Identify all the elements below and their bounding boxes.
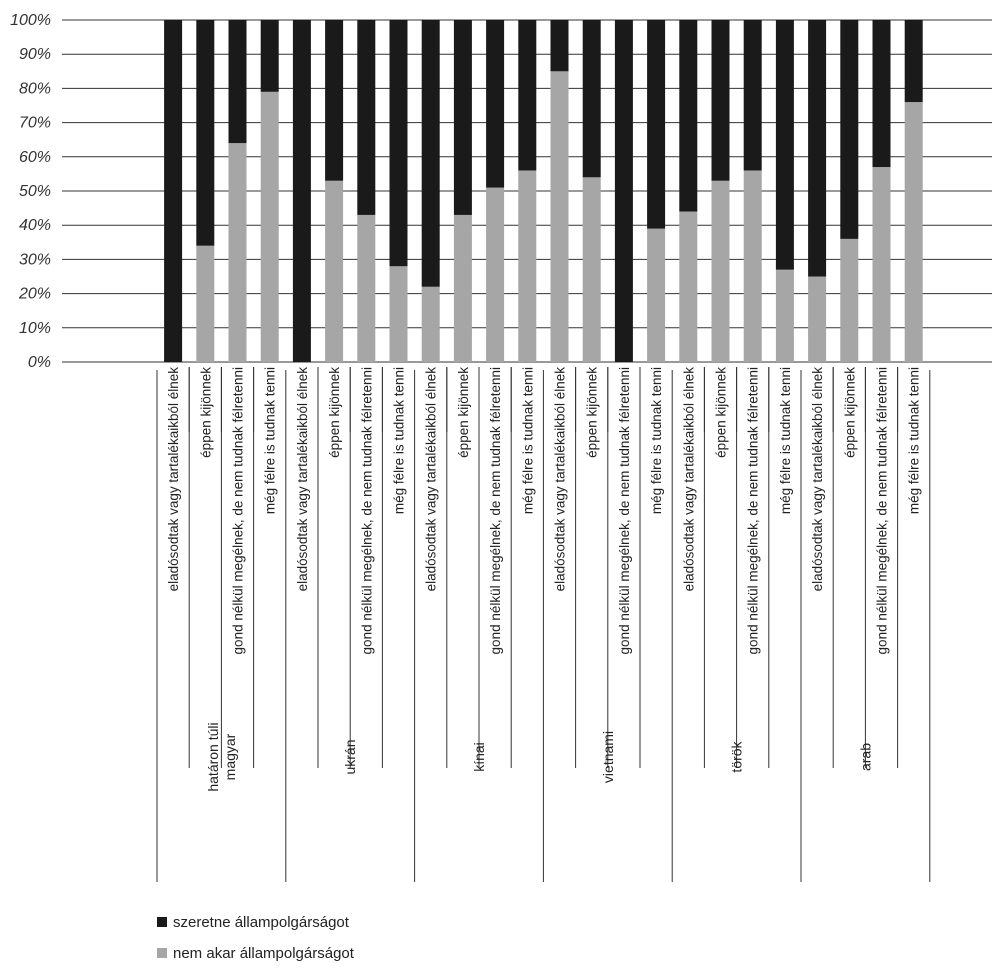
x-category-label: gond nélkül megélnek, de nem tudnak félr…: [875, 367, 890, 654]
bar-segment-szeretne: [164, 20, 183, 362]
bars: [164, 20, 923, 363]
bar-segment-nem-akar: [840, 238, 859, 362]
bar-segment-szeretne: [421, 20, 440, 287]
bar-segment-szeretne: [904, 20, 923, 103]
y-tick-label: 70%: [19, 115, 51, 132]
x-category-label: még félre is tudnak tenni: [263, 367, 278, 514]
bar-segment-nem-akar: [647, 228, 666, 362]
x-category-label: eladósodtak vagy tartalékaikból élnek: [166, 367, 181, 592]
bar-segment-szeretne: [550, 20, 569, 72]
x-category-label: eladósodtak vagy tartalékaikból élnek: [424, 367, 439, 592]
bar-segment-nem-akar: [228, 143, 247, 362]
legend: szeretne állampolgárságot nem akar államp…: [157, 914, 355, 962]
legend-label: nem akar állampolgárságot: [173, 945, 355, 962]
group-label: vietnami: [600, 731, 616, 783]
bar-segment-nem-akar: [808, 276, 827, 362]
y-tick-label: 60%: [19, 149, 51, 166]
group-label: határon túli: [205, 722, 221, 791]
bar-segment-nem-akar: [421, 286, 440, 362]
y-tick-label: 20%: [18, 286, 51, 303]
bar-segment-szeretne: [840, 20, 859, 239]
bar-segment-szeretne: [292, 20, 311, 362]
bar-segment-szeretne: [389, 20, 408, 267]
y-axis-ticks: 0% 10% 20% 30% 40% 50% 60% 70% 80% 90% 100%: [10, 12, 51, 371]
bar-segment-nem-akar: [775, 269, 794, 362]
bar-segment-nem-akar: [743, 170, 762, 362]
bar-segment-szeretne: [325, 20, 344, 181]
x-category-label: eladósodtak vagy tartalékaikból élnek: [553, 367, 568, 592]
bar-segment-nem-akar: [453, 214, 472, 362]
x-category-label: gond nélkül megélnek, de nem tudnak félr…: [231, 367, 246, 654]
y-tick-label: 30%: [19, 251, 51, 268]
bar-segment-szeretne: [260, 20, 279, 92]
y-tick-label: 100%: [10, 12, 51, 29]
bar-segment-szeretne: [647, 20, 666, 229]
y-tick-label: 80%: [19, 80, 51, 97]
bar-segment-nem-akar: [550, 71, 569, 363]
x-category-label: még félre is tudnak tenni: [778, 367, 793, 514]
bar-segment-szeretne: [872, 20, 891, 168]
x-category-label: gond nélkül megélnek, de nem tudnak félr…: [488, 367, 503, 654]
bar-segment-szeretne: [743, 20, 762, 171]
bar-segment-szeretne: [196, 20, 215, 246]
x-category-label: még félre is tudnak tenni: [392, 367, 407, 514]
bar-segment-szeretne: [453, 20, 472, 215]
bar-segment-nem-akar: [872, 167, 891, 362]
group-label: arab: [857, 743, 873, 771]
x-category-label: éppen kijönnek: [585, 367, 600, 458]
x-category-label: éppen kijönnek: [714, 367, 729, 458]
bar-segment-nem-akar: [582, 177, 601, 362]
y-tick-label: 0%: [28, 354, 51, 371]
bar-segment-nem-akar: [679, 211, 698, 362]
bar-segment-nem-akar: [711, 180, 730, 362]
bar-segment-szeretne: [614, 20, 633, 362]
group-label: kínai: [471, 742, 487, 772]
bar-segment-szeretne: [679, 20, 698, 212]
bar-segment-nem-akar: [260, 91, 279, 362]
x-category-label: éppen kijönnek: [327, 367, 342, 458]
y-tick-label: 50%: [19, 183, 51, 200]
bar-segment-nem-akar: [904, 102, 923, 362]
y-tick-label: 10%: [19, 320, 51, 337]
x-category-label: eladósodtak vagy tartalékaikból élnek: [295, 367, 310, 592]
bar-segment-szeretne: [711, 20, 730, 181]
x-category-label: eladósodtak vagy tartalékaikból élnek: [810, 367, 825, 592]
bar-segment-nem-akar: [518, 170, 537, 362]
bar-segment-nem-akar: [325, 180, 344, 362]
x-category-label: gond nélkül megélnek, de nem tudnak félr…: [746, 367, 761, 654]
legend-label: szeretne állampolgárságot: [173, 914, 350, 931]
group-label: török: [729, 740, 745, 772]
x-category-label: még félre is tudnak tenni: [649, 367, 664, 514]
group-label: ukrán: [342, 739, 358, 774]
y-tick-label: 40%: [19, 217, 51, 234]
group-label: magyar: [222, 733, 238, 780]
x-axis: eladósodtak vagy tartalékaikból élnek épp…: [156, 367, 931, 882]
bar-segment-nem-akar: [389, 266, 408, 362]
bar-segment-szeretne: [582, 20, 601, 178]
bar-segment-nem-akar: [357, 214, 376, 362]
y-tick-label: 90%: [19, 46, 51, 63]
x-category-label: eladósodtak vagy tartalékaikból élnek: [681, 367, 696, 592]
x-category-label: éppen kijönnek: [842, 367, 857, 458]
x-category-label: még félre is tudnak tenni: [907, 367, 922, 514]
x-category-label: gond nélkül megélnek, de nem tudnak félr…: [359, 367, 374, 654]
x-category-label: éppen kijönnek: [456, 367, 471, 458]
x-category-label: még félre is tudnak tenni: [520, 367, 535, 514]
bar-segment-nem-akar: [486, 187, 505, 362]
bar-segment-szeretne: [486, 20, 505, 188]
bar-segment-szeretne: [228, 20, 247, 144]
bar-segment-szeretne: [808, 20, 827, 277]
legend-swatch: [157, 948, 167, 958]
x-category-label: gond nélkül megélnek, de nem tudnak félr…: [617, 367, 632, 654]
bar-segment-szeretne: [775, 20, 794, 270]
x-category-label: éppen kijönnek: [198, 367, 213, 458]
bar-segment-szeretne: [518, 20, 537, 171]
bar-segment-szeretne: [357, 20, 376, 215]
legend-swatch: [157, 917, 167, 927]
bar-segment-nem-akar: [196, 245, 215, 362]
